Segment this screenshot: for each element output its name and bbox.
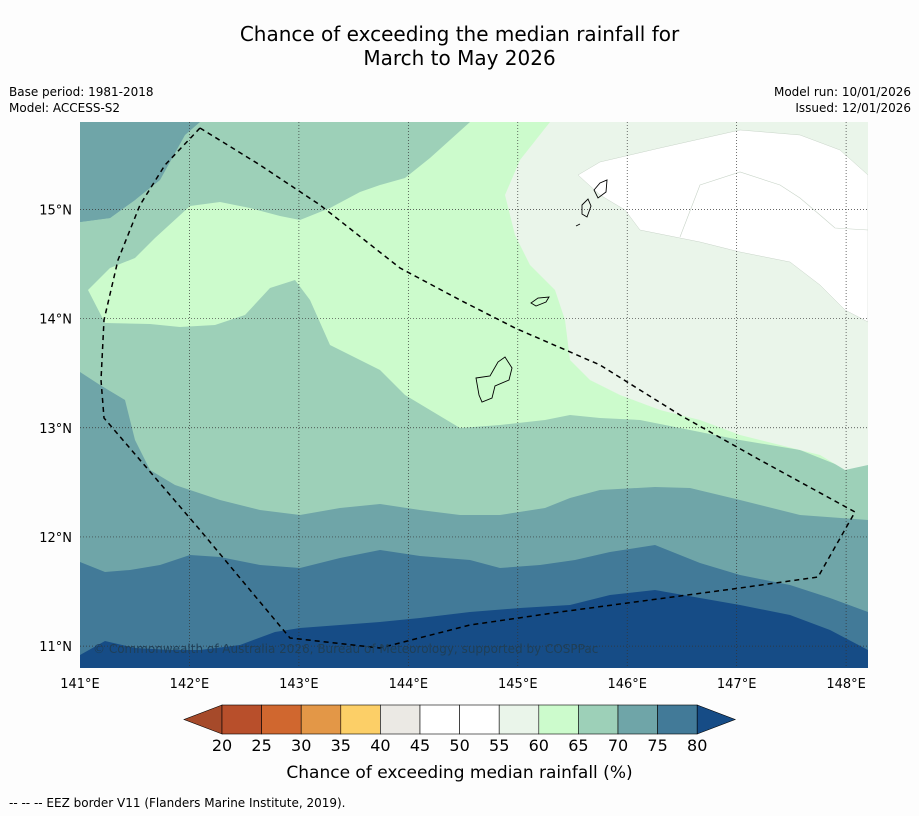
latitude-labels: 11°N 12°N 13°N 14°N 15°N xyxy=(39,203,72,655)
eez-legend-note: -- -- -- EEZ border V11 (Flanders Marine… xyxy=(9,796,346,810)
colorbar-tick-label: 55 xyxy=(489,736,509,755)
meta-left: Base period: 1981-2018 Model: ACCESS-S2 xyxy=(9,84,154,116)
colorbar-segment xyxy=(459,704,500,735)
band-80-plus xyxy=(80,590,868,668)
colorbar-tick-label: 70 xyxy=(608,736,628,755)
colorbar-tick-label: 60 xyxy=(529,736,549,755)
colorbar-tick-label: 35 xyxy=(331,736,351,755)
island-aguijan xyxy=(575,223,581,227)
colorbar-segment xyxy=(300,704,342,735)
colorbar-segment xyxy=(419,704,460,735)
colorbar-tick-label: 30 xyxy=(291,736,311,755)
colorbar-segment xyxy=(498,704,540,735)
colorbar-tick-label: 65 xyxy=(568,736,588,755)
colorbar-tick-label: 40 xyxy=(370,736,390,755)
colorbar-segment xyxy=(380,704,421,735)
colorbar-extend-low xyxy=(183,704,223,735)
colorbar-segment xyxy=(538,704,579,735)
colorbar-label: Chance of exceeding median rainfall (%) xyxy=(286,763,633,783)
island-guam xyxy=(475,356,513,403)
lon-tick-label: 144°E xyxy=(389,677,429,692)
meta-right: Model run: 10/01/2026 Issued: 12/01/2026 xyxy=(774,84,911,116)
island-tinian xyxy=(581,198,592,218)
eez-border xyxy=(100,127,857,649)
colorbar-tick-label: 20 xyxy=(212,736,232,755)
island-rota xyxy=(530,296,550,307)
issued-date: Issued: 12/01/2026 xyxy=(795,101,911,115)
copyright-note: © Commonwealth of Australia 2026, Bureau… xyxy=(93,642,598,656)
colorbar-segment xyxy=(340,704,381,735)
colorbar-tick-label: 45 xyxy=(410,736,430,755)
chart-title: Chance of exceeding the median rainfall … xyxy=(0,22,919,70)
lat-tick-label: 15°N xyxy=(39,203,72,218)
title-line-2: March to May 2026 xyxy=(363,46,556,70)
colorbar-tick-label: 75 xyxy=(647,736,667,755)
colorbar-segment xyxy=(657,704,698,735)
map-plot-area: © Commonwealth of Australia 2026, Bureau… xyxy=(80,122,868,668)
model-run: Model run: 10/01/2026 xyxy=(773,85,911,99)
lat-tick-label: 14°N xyxy=(39,313,72,328)
colorbar-tick-label: 25 xyxy=(251,736,271,755)
colorbar-extend-high xyxy=(696,704,737,735)
band-70-75-upper xyxy=(80,122,200,222)
colorbar: 20 25 30 35 40 45 50 55 60 65 70 75 80 xyxy=(183,704,737,755)
lon-tick-label: 141°E xyxy=(60,677,100,692)
lat-tick-label: 11°N xyxy=(39,640,72,655)
lat-tick-label: 13°N xyxy=(39,422,72,437)
lon-tick-label: 142°E xyxy=(170,677,210,692)
lon-tick-label: 146°E xyxy=(607,677,647,692)
model-name: Model: ACCESS-S2 xyxy=(9,101,121,115)
longitude-labels: 141°E 142°E 143°E 144°E 145°E 146°E 147°E 148°E xyxy=(60,677,866,692)
graticule xyxy=(80,122,868,668)
lon-tick-label: 148°E xyxy=(826,677,866,692)
title-line-1: Chance of exceeding the median rainfall … xyxy=(239,22,680,46)
band-45-50-contour xyxy=(679,171,868,238)
band-50-55 xyxy=(577,129,868,323)
lon-tick-label: 143°E xyxy=(279,677,319,692)
colorbar-segment xyxy=(261,704,302,735)
lon-tick-label: 147°E xyxy=(717,677,757,692)
colorbar-segment xyxy=(578,704,619,735)
lon-tick-label: 145°E xyxy=(498,677,538,692)
lat-tick-label: 12°N xyxy=(39,531,72,546)
colorbar-tick-label: 80 xyxy=(687,736,707,755)
colorbar-segment xyxy=(617,704,658,735)
map-figure: © Commonwealth of Australia 2026, Bureau… xyxy=(39,122,868,755)
colorbar-segment xyxy=(221,704,262,735)
island-saipan xyxy=(593,179,608,199)
base-period: Base period: 1981-2018 xyxy=(9,85,154,99)
colorbar-tick-label: 50 xyxy=(449,736,469,755)
